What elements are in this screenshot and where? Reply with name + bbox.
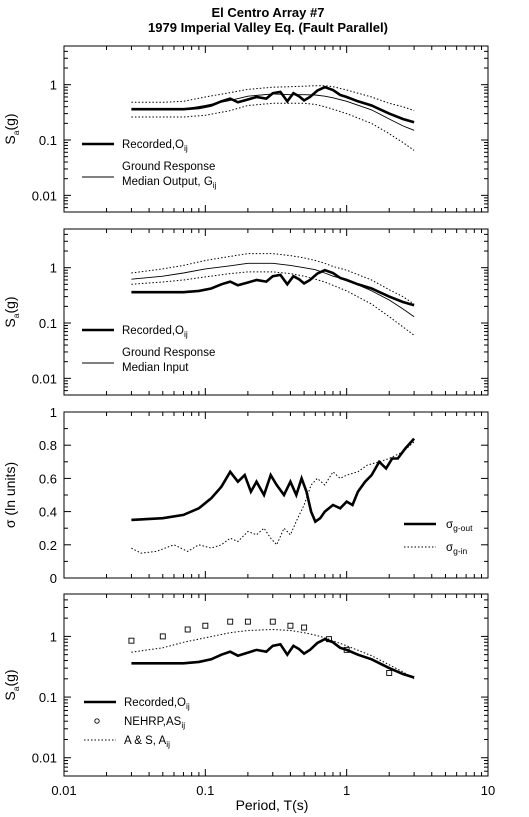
y-tick-label: 1	[50, 629, 57, 644]
series-recorded-o-ij	[131, 268, 415, 307]
legend-symbol	[94, 718, 100, 724]
data-point	[343, 646, 350, 653]
data-point	[287, 622, 294, 629]
y-tick-label: 0.1	[39, 316, 57, 331]
chart-panels: 0.01 0.1 1 Sa(g) Recorded,Oij Ground Response…	[2, 45, 495, 798]
data-point	[159, 633, 166, 640]
legend-label: A & S, Aij	[124, 735, 170, 749]
x-tick-label: 0.1	[196, 783, 214, 798]
legend: Recorded,Oij Ground Response Median Input	[82, 325, 215, 374]
legend-label: NEHRP,ASij	[124, 716, 185, 730]
y-tick-label: 0.1	[39, 690, 57, 705]
panel-frame	[63, 45, 489, 213]
data-point	[244, 618, 251, 625]
legend-label: Median Input	[122, 362, 189, 374]
y-tick-label: 0.8	[39, 438, 57, 453]
legend-label: σg-in	[446, 542, 468, 556]
legend-label: Median Output, Gij	[122, 176, 217, 190]
series-a-s-a-ij	[131, 628, 415, 680]
legend-label: σg-out	[446, 519, 473, 533]
legend: Recorded,Oij Ground Response Median Output…	[82, 139, 217, 190]
legend: Recorded,Oij NEHRP,ASij A & S, Aij	[84, 697, 190, 749]
y-axis-label: Sa(g)	[2, 113, 21, 144]
y-tick-label: 0.01	[32, 751, 57, 766]
panel-4: 0.01 0.1 1 Sa(g) Recorded,Oij NEHRP,ASij A & S…	[2, 593, 489, 777]
y-tick-label: 0	[50, 571, 57, 586]
panel-2: 0.01 0.1 1 Sa(g) Recorded,Oij Ground Response…	[2, 228, 489, 396]
y-tick-label: 0.01	[32, 371, 57, 386]
series-lower-bound	[131, 102, 415, 151]
legend: σg-out σg-in	[404, 519, 473, 556]
y-tick-label: 0.1	[39, 133, 57, 148]
x-tick-label: 10	[481, 783, 495, 798]
x-tick-label: 0.01	[51, 783, 76, 798]
series-upper-bound	[131, 253, 415, 305]
chart-title-line1: El Centro Array #7	[212, 5, 325, 20]
data-point	[184, 626, 191, 633]
data-point	[386, 669, 393, 676]
data-point	[128, 637, 135, 644]
series-ground-response-median-input	[131, 262, 415, 318]
legend-label: Recorded,Oij	[124, 697, 190, 711]
data-point	[269, 618, 276, 625]
y-tick-label: 1	[50, 261, 57, 276]
panel-1: 0.01 0.1 1 Sa(g) Recorded,Oij Ground Response…	[2, 45, 489, 213]
legend-label: Ground Response	[122, 161, 215, 173]
legend-label: Recorded,Oij	[122, 325, 188, 339]
y-tick-label: 0.01	[32, 188, 57, 203]
y-axis-label: σ (ln units)	[2, 462, 18, 528]
series-recorded-o-ij	[131, 637, 415, 679]
panel-frame	[63, 228, 489, 396]
data-point	[326, 636, 332, 643]
series-upper-bound	[131, 85, 415, 112]
legend-label: Recorded,Oij	[122, 139, 188, 153]
y-tick-label: 0.4	[39, 505, 57, 520]
panel-frame	[63, 411, 489, 579]
panel-frame	[63, 593, 489, 777]
y-tick-label: 1	[50, 405, 57, 420]
data-point	[227, 618, 234, 625]
y-axis-label: Sa(g)	[2, 669, 21, 700]
data-point	[202, 622, 209, 629]
y-axis-label: Sa(g)	[2, 296, 21, 327]
series-g-in	[131, 441, 415, 554]
data-point	[301, 624, 308, 631]
series-lower-bound	[131, 271, 415, 336]
series-g-out	[131, 437, 416, 524]
panel-3: 0 0.2 0.4 0.6 0.8 1 σ (ln units) σg-out σg-in	[2, 405, 489, 586]
series-ground-response-median-output-g-ij	[131, 93, 415, 131]
y-tick-label: 1	[50, 78, 57, 93]
x-tick-label: 1	[343, 783, 350, 798]
chart-title-line2: 1979 Imperial Valley Eq. (Fault Parallel…	[148, 20, 388, 35]
x-axis-label: Period, T(s)	[236, 797, 309, 813]
y-tick-label: 0.6	[39, 471, 57, 486]
legend-label: Ground Response	[122, 347, 215, 359]
y-tick-label: 0.2	[39, 538, 57, 553]
